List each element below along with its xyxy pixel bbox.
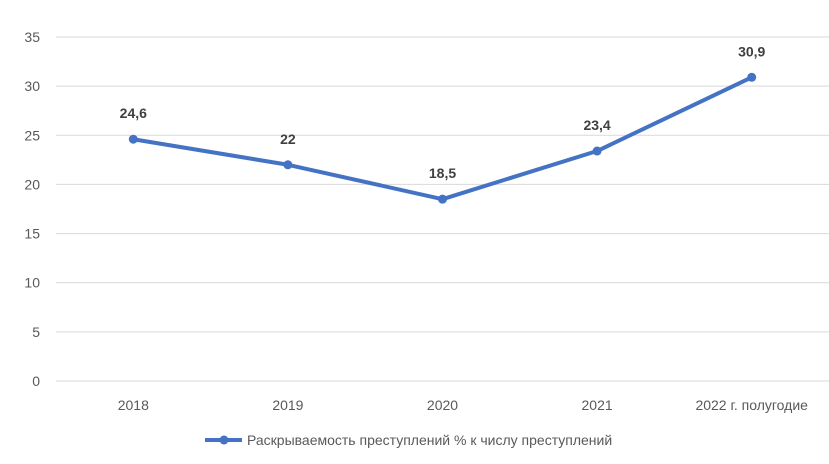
- y-tick-label: 20: [24, 176, 40, 192]
- data-label: 24,6: [120, 105, 147, 121]
- data-label: 30,9: [738, 43, 765, 59]
- y-tick-label: 15: [24, 226, 40, 242]
- data-point[interactable]: [283, 160, 293, 170]
- gridlines: [56, 36, 829, 382]
- y-tick-label: 0: [32, 373, 40, 389]
- legend-entry-label: Раскрываемость преступлений % к числу пр…: [247, 432, 612, 448]
- x-tick-label: 2022 г. полугодие: [695, 397, 808, 413]
- y-axis-tick-labels: 0 5 10 15 20 25 30 35: [24, 29, 40, 389]
- x-tick-label: 2020: [427, 397, 458, 413]
- data-point[interactable]: [128, 134, 138, 144]
- data-label: 18,5: [429, 165, 456, 181]
- x-tick-label: 2018: [118, 397, 149, 413]
- legend[interactable]: Раскрываемость преступлений % к числу пр…: [205, 432, 612, 448]
- series-layer: [128, 72, 757, 204]
- data-point[interactable]: [747, 72, 757, 82]
- y-tick-label: 30: [24, 78, 40, 94]
- legend-marker-dot: [219, 435, 229, 445]
- y-tick-label: 35: [24, 29, 40, 45]
- x-axis-tick-labels: 2018 2019 2020 2021 2022 г. полугодие: [118, 397, 808, 413]
- x-tick-label: 2019: [272, 397, 303, 413]
- data-labels: 24,6 22 18,5 23,4 30,9: [120, 43, 766, 181]
- x-tick-label: 2021: [582, 397, 613, 413]
- y-tick-label: 25: [24, 127, 40, 143]
- y-tick-label: 10: [24, 275, 40, 291]
- y-tick-label: 5: [32, 324, 40, 340]
- data-label: 23,4: [583, 117, 610, 133]
- data-label: 22: [280, 131, 296, 147]
- data-point[interactable]: [592, 146, 602, 156]
- data-point[interactable]: [438, 194, 447, 204]
